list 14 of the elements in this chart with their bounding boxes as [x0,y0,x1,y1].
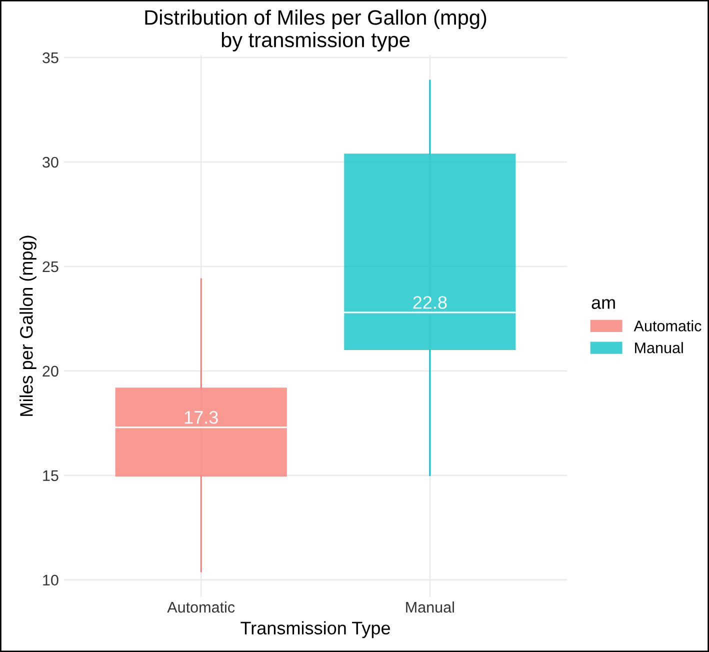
legend-label: Automatic [634,320,702,332]
y-tick-label: 35 [42,52,58,64]
y-tick-label: 15 [43,470,58,482]
annotation: 17.3 [184,410,218,424]
y-tick-label: 10 [43,574,58,586]
annotation: 22.8 [413,296,447,309]
chart-title: Distribution of Miles per Gallon (mpg) by transmission type [145,10,486,52]
legend-title: am [592,299,615,309]
y-tick-label: 25 [42,261,58,272]
y-axis-title: Miles per Gallon (mpg) [20,236,36,416]
y-tick-label: 20 [42,366,58,377]
legend-label: Manual [635,342,683,354]
x-axis-title: Transmission Type [240,621,390,638]
y-tick-label: 30 [42,156,58,168]
